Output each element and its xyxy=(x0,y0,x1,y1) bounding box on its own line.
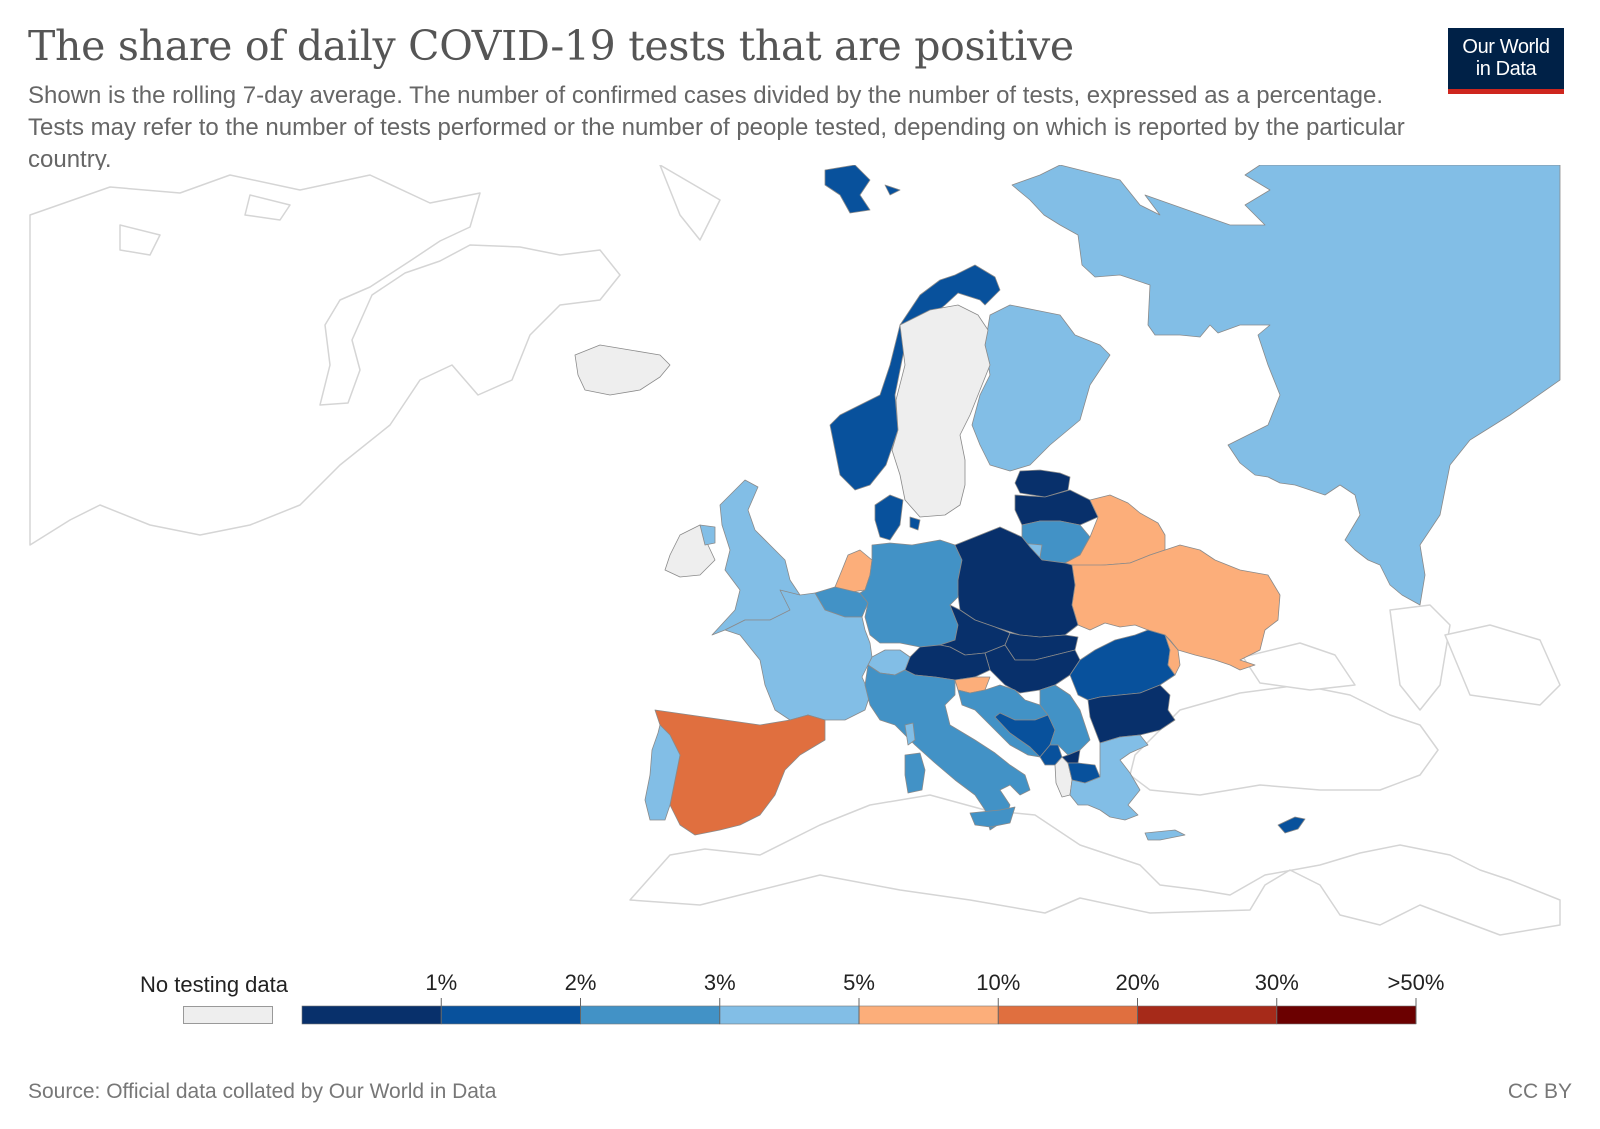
region-greece[interactable] xyxy=(1069,734,1149,821)
region-sweden[interactable] xyxy=(891,304,991,518)
region-moldova[interactable] xyxy=(1164,634,1181,676)
europe-map xyxy=(29,165,1561,936)
license-link[interactable]: CC BY xyxy=(1507,1080,1572,1103)
region-spain[interactable] xyxy=(654,709,826,836)
legend-bins xyxy=(301,1005,1417,1025)
legend-tick-label: 2% xyxy=(565,970,597,995)
region-russia[interactable] xyxy=(1011,165,1561,606)
legend-tick-label: 20% xyxy=(1115,970,1159,995)
logo-line-1: Our World xyxy=(1462,36,1550,58)
region-denmark[interactable] xyxy=(874,494,921,541)
chart-title: The share of daily COVID-19 tests that a… xyxy=(28,22,1074,70)
region-ukraine[interactable] xyxy=(1071,544,1281,671)
legend-tick-label: 3% xyxy=(704,970,736,995)
owid-logo[interactable]: Our World in Data xyxy=(1448,28,1564,94)
region-northern-ireland[interactable] xyxy=(699,524,716,546)
region-iceland[interactable] xyxy=(574,344,671,396)
legend-bin[interactable] xyxy=(301,1005,442,1025)
legend-bin[interactable] xyxy=(997,1005,1138,1025)
legend-tick-label: 1% xyxy=(425,970,457,995)
legend-bin[interactable] xyxy=(580,1005,721,1025)
color-legend: 1% 2% 3% 5% 10% 20% 30% >50% xyxy=(301,970,1444,1025)
region-sardinia[interactable] xyxy=(904,752,926,794)
legend-bin[interactable] xyxy=(858,1005,999,1025)
legend-tick-label: >50% xyxy=(1388,970,1445,995)
region-portugal[interactable] xyxy=(644,724,681,821)
region-corsica[interactable] xyxy=(904,722,916,746)
legend-no-data-swatch xyxy=(183,1006,273,1024)
region-estonia[interactable] xyxy=(1014,469,1071,498)
background-land xyxy=(29,165,1561,936)
legend-tick-label: 10% xyxy=(976,970,1020,995)
legend-no-data-label: No testing data xyxy=(140,972,288,997)
region-crete[interactable] xyxy=(1144,829,1186,841)
region-svalbard[interactable] xyxy=(824,165,901,214)
legend-bin[interactable] xyxy=(1137,1005,1278,1025)
country-regions xyxy=(574,165,1561,841)
region-bulgaria[interactable] xyxy=(1087,684,1176,744)
chart-subtitle: Shown is the rolling 7-day average. The … xyxy=(28,82,1405,170)
logo-line-2: in Data xyxy=(1475,58,1537,80)
legend-tick-label: 5% xyxy=(843,970,875,995)
legend-bin[interactable] xyxy=(719,1005,860,1025)
region-kosovo[interactable] xyxy=(1061,749,1081,764)
region-finland[interactable] xyxy=(971,304,1111,472)
region-sicily[interactable] xyxy=(969,806,1016,828)
region-norway[interactable] xyxy=(829,264,1001,491)
region-france[interactable] xyxy=(724,589,873,721)
legend-bin[interactable] xyxy=(440,1005,581,1025)
source-note: Source: Official data collated by Our Wo… xyxy=(28,1080,497,1103)
region-poland[interactable] xyxy=(954,526,1079,638)
region-germany[interactable] xyxy=(859,539,963,648)
region-italy[interactable] xyxy=(864,664,1031,831)
legend-tick-label: 30% xyxy=(1255,970,1299,995)
region-latvia[interactable] xyxy=(1014,489,1099,526)
legend-bin[interactable] xyxy=(1276,1005,1417,1025)
region-cyprus[interactable] xyxy=(1277,816,1306,834)
legend-ticks: 1% 2% 3% 5% 10% 20% 30% >50% xyxy=(425,970,1444,1024)
